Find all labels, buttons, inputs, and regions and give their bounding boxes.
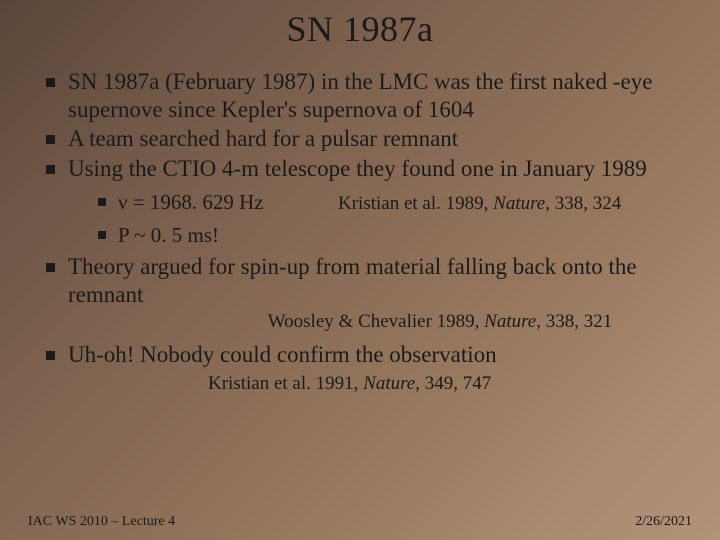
citation-kristian-1991: Kristian et al. 1991, Nature, 349, 747	[68, 373, 692, 396]
citation-woosley-1989: Woosley & Chevalier 1989, Nature, 338, 3…	[68, 311, 692, 334]
slide-title: SN 1987a	[28, 8, 692, 50]
sub-bullet-1: ν = 1968. 629 Hz Kristian et al. 1989, N…	[98, 188, 692, 217]
bullet-5: Uh-oh! Nobody could confirm the observat…	[46, 341, 692, 395]
slide: SN 1987a SN 1987a (February 1987) in the…	[0, 0, 720, 540]
bullet-2: A team searched hard for a pulsar remnan…	[46, 125, 692, 153]
bullet-1: SN 1987a (February 1987) in the LMC was …	[46, 68, 692, 123]
sub-bullet-1-text: ν = 1968. 629 Hz	[118, 188, 318, 216]
citation-journal: Nature	[484, 311, 536, 332]
citation-journal: Nature	[493, 193, 545, 214]
bullet-4: Theory argued for spin-up from material …	[46, 253, 692, 333]
citation-pre: Kristian et al. 1991,	[208, 373, 363, 394]
bullet-3: Using the CTIO 4-m telescope they found …	[46, 155, 692, 250]
sub-bullet-list: ν = 1968. 629 Hz Kristian et al. 1989, N…	[68, 188, 692, 249]
sub-bullet-2: P ~ 0. 5 ms!	[98, 221, 692, 249]
citation-pre: Woosley & Chevalier 1989,	[268, 311, 484, 332]
citation-pre: Kristian et al. 1989,	[338, 193, 493, 214]
footer: IAC WS 2010 – Lecture 4 2/26/2021	[28, 514, 692, 530]
bullet-4-text: Theory argued for spin-up from material …	[68, 254, 637, 307]
citation-post: , 349, 747	[415, 373, 491, 394]
citation-kristian-1989: Kristian et al. 1989, Nature, 338, 324	[338, 191, 621, 217]
citation-journal: Nature	[363, 373, 415, 394]
citation-post: , 338, 324	[545, 193, 621, 214]
bullet-list: SN 1987a (February 1987) in the LMC was …	[28, 68, 692, 396]
bullet-3-text: Using the CTIO 4-m telescope they found …	[68, 156, 647, 181]
footer-right: 2/26/2021	[635, 514, 692, 530]
citation-post: , 338, 321	[536, 311, 612, 332]
bullet-5-text: Uh-oh! Nobody could confirm the observat…	[68, 342, 497, 367]
footer-left: IAC WS 2010 – Lecture 4	[28, 514, 175, 530]
